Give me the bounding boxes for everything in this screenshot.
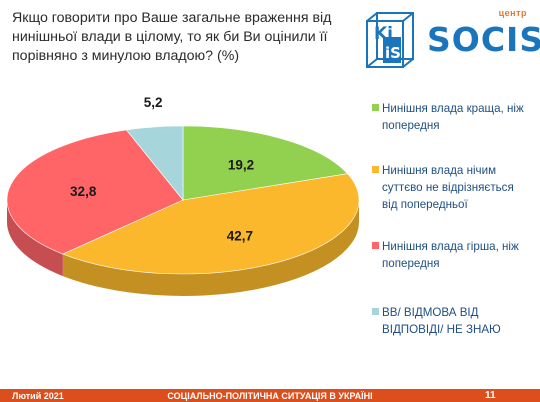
pie-tops xyxy=(6,125,360,275)
legend-swatch xyxy=(372,242,379,249)
pie-data-label: 32,8 xyxy=(70,184,97,199)
svg-text:iS: iS xyxy=(385,44,401,62)
svg-text:Ki: Ki xyxy=(374,24,393,44)
footer-title: СОЦІАЛЬНО-ПОЛІТИЧНА СИТУАЦІЯ В УКРАЇНІ xyxy=(167,391,373,401)
logo: Ki iS центр SOCIS xyxy=(357,6,540,80)
footer-date: Лютий 2021 xyxy=(12,391,64,401)
footer-bar: Лютий 2021 СОЦІАЛЬНО-ПОЛІТИЧНА СИТУАЦІЯ … xyxy=(0,389,540,402)
pie-slice xyxy=(62,173,360,275)
logo-centr-text: центр xyxy=(498,8,527,18)
pie-data-label: 5,2 xyxy=(144,95,163,110)
pie-data-label: 19,2 xyxy=(228,158,254,173)
page-number: 11 xyxy=(485,390,496,401)
pie-slice xyxy=(125,125,184,201)
pie-chart: 19,2 42,7 32,8 5,2 xyxy=(6,95,360,296)
pie-slice-side xyxy=(7,200,63,277)
legend-swatch xyxy=(372,166,379,173)
legend-label: Нинішня влада нічим суттєво не відрізняє… xyxy=(382,164,514,211)
kiis-logo-icon: Ki iS xyxy=(366,12,414,68)
legend-swatch xyxy=(372,104,379,111)
pie-slice xyxy=(182,125,349,201)
pie-data-label: 42,7 xyxy=(227,229,253,244)
pie-slice xyxy=(6,129,184,255)
chart-title: Якщо говорити про Ваше загальне враження… xyxy=(12,10,332,64)
pie-slice-side xyxy=(62,200,359,296)
legend-label: ВВ/ ВІДМОВА ВІД ВІДПОВІДІ/ НЕ ЗНАЮ xyxy=(382,306,501,336)
legend-label: Нинішня влада краща, ніж попередня xyxy=(382,102,524,132)
legend-label: Нинішня влада гірша, ніж попередня xyxy=(382,240,519,270)
pie-sides xyxy=(7,200,359,296)
pie-labels: 19,2 42,7 32,8 5,2 xyxy=(70,95,254,244)
socis-logo-text: SOCIS xyxy=(427,20,540,59)
legend-swatch xyxy=(372,308,379,315)
